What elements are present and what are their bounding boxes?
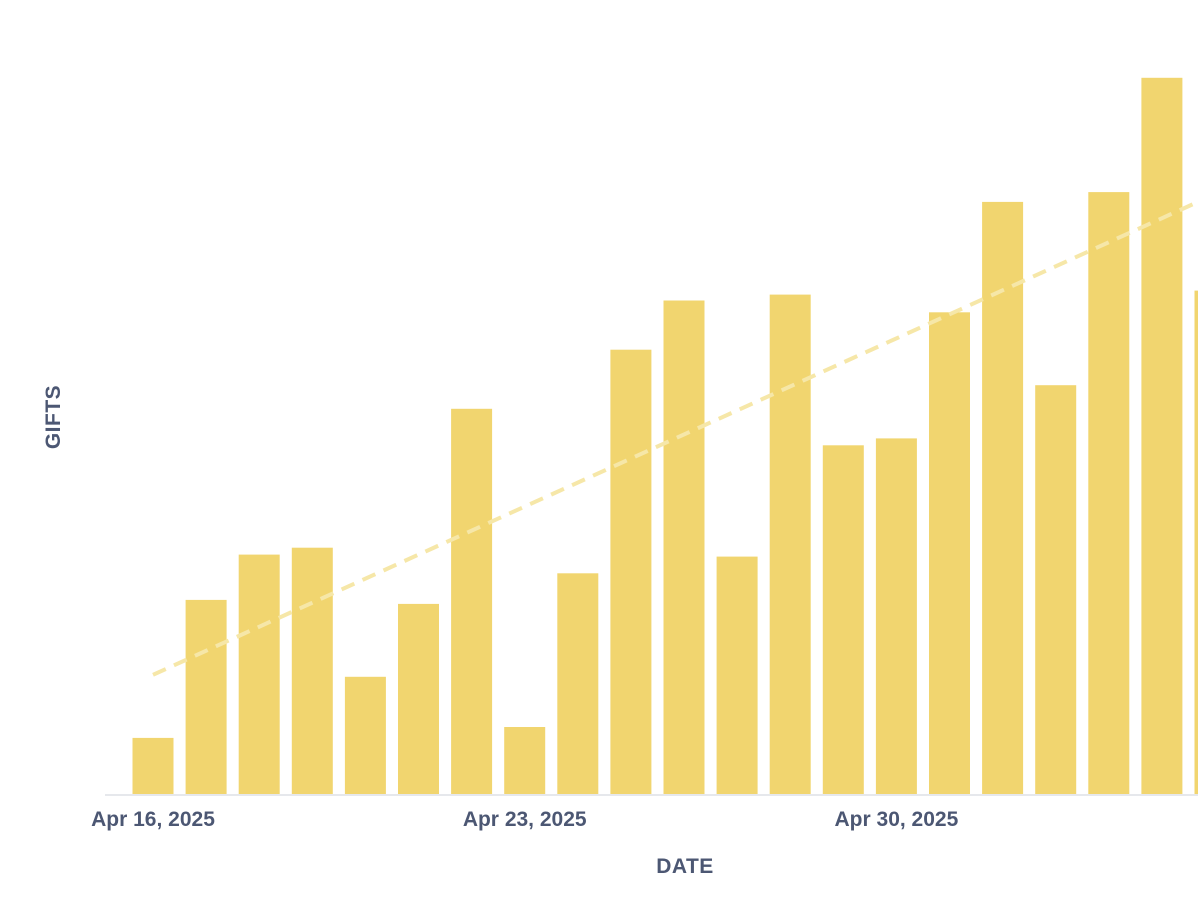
x-axis-ticks: Apr 16, 2025 Apr 23, 2025 Apr 30, 2025 <box>91 808 958 831</box>
bar <box>504 727 546 795</box>
bar <box>875 438 917 795</box>
bar <box>1141 77 1183 796</box>
x-tick-label: Apr 30, 2025 <box>835 808 959 831</box>
bar <box>769 294 811 795</box>
bar <box>1035 385 1077 795</box>
bar <box>610 349 652 795</box>
x-tick-label: Apr 16, 2025 <box>91 808 215 831</box>
bar <box>557 573 599 795</box>
bar <box>238 554 280 795</box>
bar <box>451 408 493 795</box>
bar <box>1088 192 1130 796</box>
bar <box>185 599 227 795</box>
y-axis-title: GIFTS <box>42 385 65 449</box>
bar <box>663 300 705 795</box>
bar <box>716 556 758 795</box>
bars-group <box>132 77 1198 796</box>
bar <box>344 676 386 795</box>
bar <box>982 201 1024 795</box>
bar <box>291 547 333 795</box>
x-tick-label: Apr 23, 2025 <box>463 808 587 831</box>
bar <box>398 603 439 795</box>
bar <box>929 312 970 795</box>
bar <box>1194 290 1198 795</box>
bar <box>132 737 174 795</box>
trend-line <box>152 200 1198 677</box>
x-axis-title: DATE <box>656 855 714 878</box>
bar <box>822 445 864 795</box>
